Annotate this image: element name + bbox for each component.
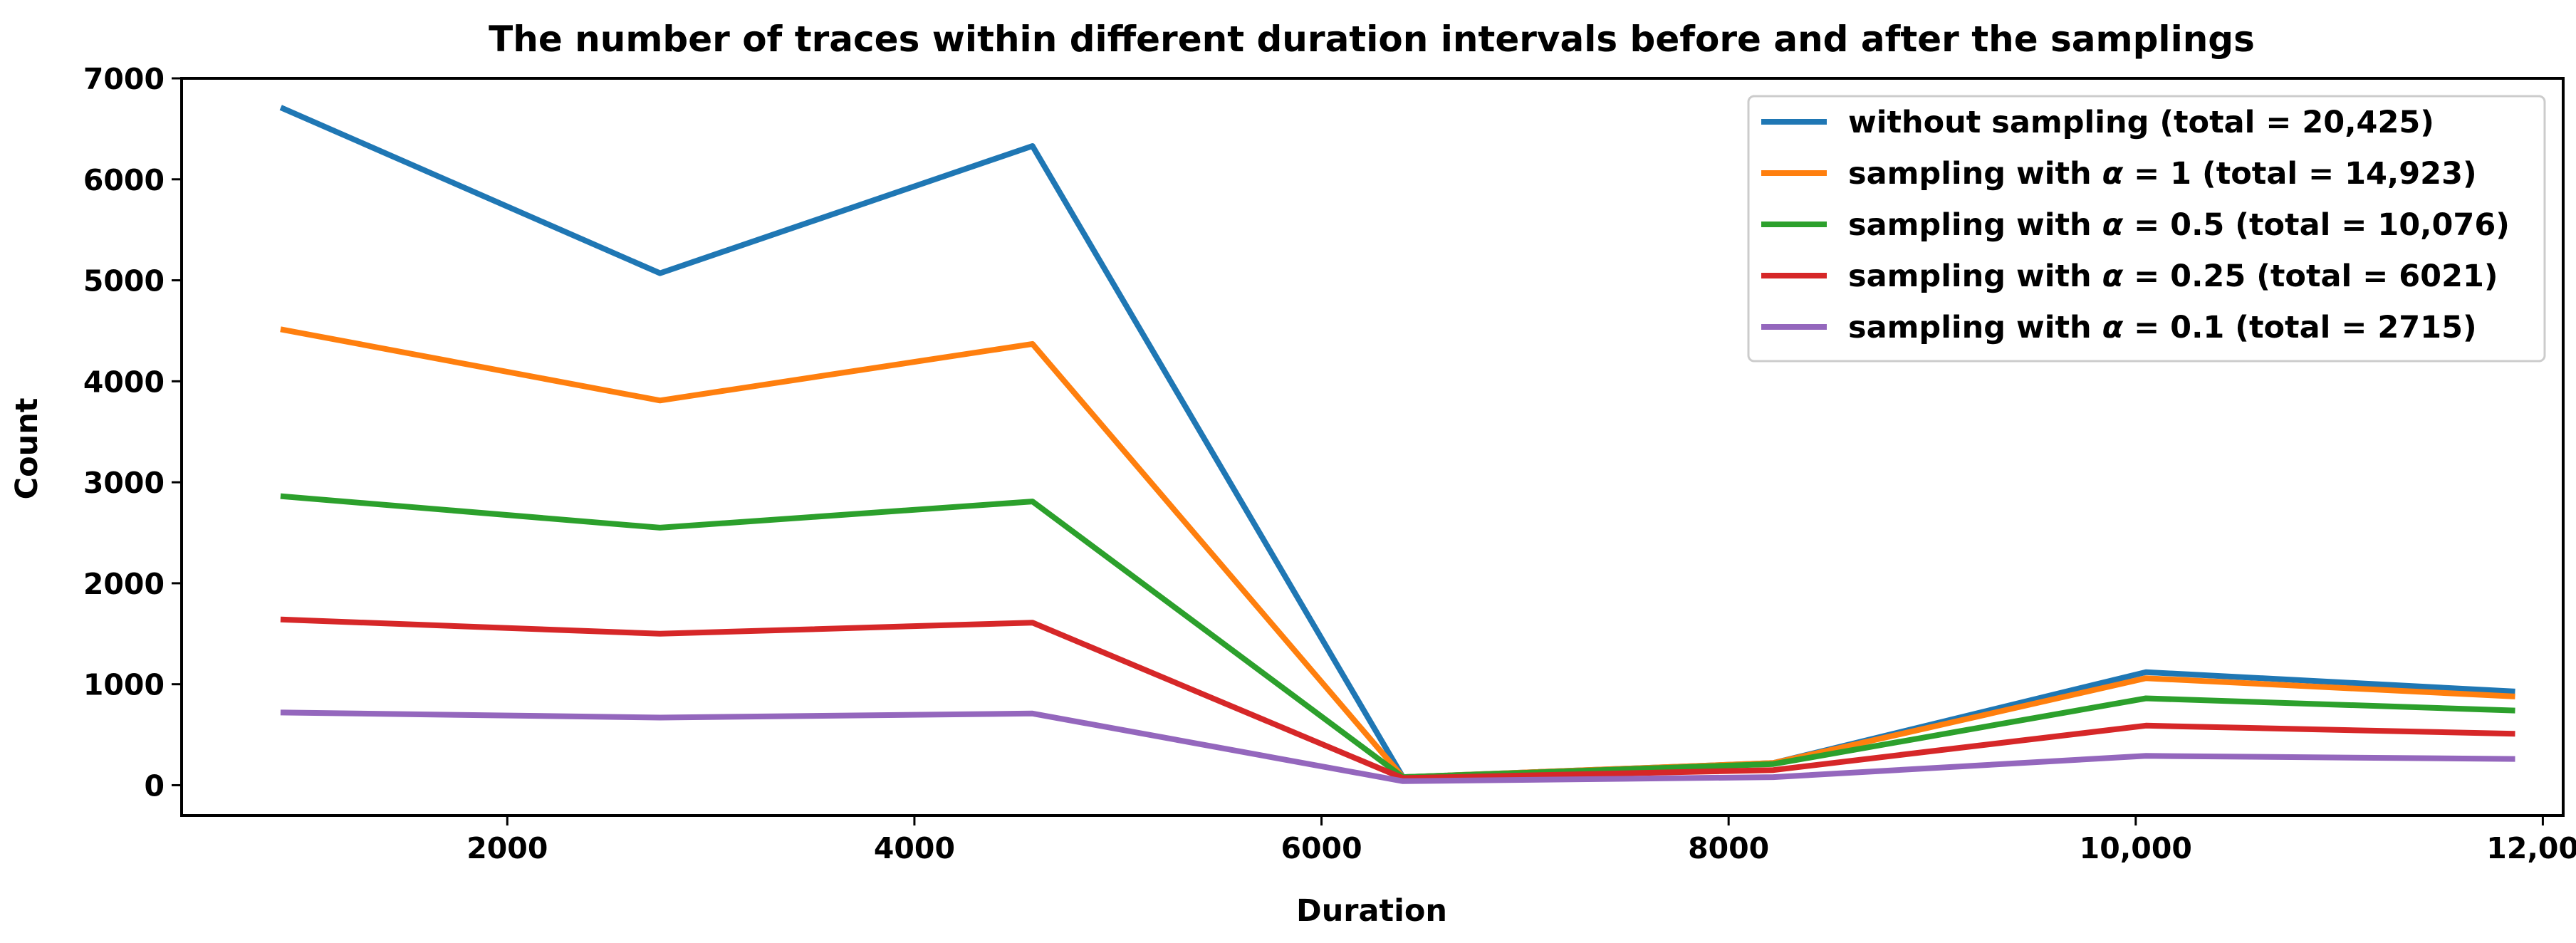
x-tick-label: 4000	[874, 831, 955, 865]
y-tick-label: 7000	[83, 62, 165, 96]
legend-label-3: sampling with α = 0.5 (total = 10,076)	[1848, 207, 2510, 243]
x-axis-label: Duration	[1296, 893, 1447, 929]
y-tick-label: 2000	[83, 567, 165, 601]
legend-text-part: without sampling (total = 20,425)	[1848, 105, 2434, 140]
y-tick-label: 5000	[83, 264, 165, 298]
alpha-symbol: α	[2102, 310, 2124, 345]
alpha-symbol: α	[2102, 207, 2124, 243]
y-tick-label: 6000	[83, 163, 165, 197]
x-tick-label: 12,000	[2486, 831, 2576, 865]
legend-text-part: = 1 (total = 14,923)	[2123, 156, 2476, 192]
y-tick-label: 4000	[83, 365, 165, 399]
legend-label-5: sampling with α = 0.1 (total = 2715)	[1848, 310, 2477, 345]
legend-label-2: sampling with α = 1 (total = 14,923)	[1848, 156, 2477, 192]
y-tick-label: 1000	[83, 668, 165, 702]
y-tick-label: 0	[144, 769, 165, 803]
alpha-symbol: α	[2102, 156, 2124, 192]
legend-label-4: sampling with α = 0.25 (total = 6021)	[1848, 259, 2498, 294]
series-line-4	[280, 616, 2515, 781]
legend: without sampling (total = 20,425) samplin…	[1747, 95, 2546, 363]
legend-text-part: = 0.25 (total = 6021)	[2123, 259, 2498, 294]
series-lines	[279, 105, 2515, 784]
x-tick-label: 10,000	[2080, 831, 2192, 865]
x-tick-label: 2000	[466, 831, 548, 865]
legend-text-part: sampling with	[1848, 259, 2102, 294]
x-tick-label: 6000	[1281, 831, 1362, 865]
chart-title: The number of traces within different du…	[489, 19, 2255, 60]
alpha-symbol: α	[2102, 259, 2124, 294]
legend-text-part: = 0.5 (total = 10,076)	[2123, 207, 2510, 243]
legend-box	[1747, 95, 2546, 363]
legend-text-part: = 0.1 (total = 2715)	[2123, 310, 2476, 345]
legend-text-part: sampling with	[1848, 310, 2102, 345]
x-tick-label: 8000	[1688, 831, 1769, 865]
legend-label-1: without sampling (total = 20,425)	[1848, 105, 2434, 140]
axis-ticks: 2000 4000 6000 8000 10,000 12,000 0 1000 2000 300…	[83, 62, 2576, 865]
y-axis-label: Count	[9, 398, 45, 500]
y-tick-label: 3000	[83, 466, 165, 500]
legend-text-part: sampling with	[1848, 207, 2102, 243]
legend-text-part: sampling with	[1848, 156, 2102, 192]
plot-frame	[180, 77, 2565, 817]
series-line-5	[280, 709, 2515, 784]
